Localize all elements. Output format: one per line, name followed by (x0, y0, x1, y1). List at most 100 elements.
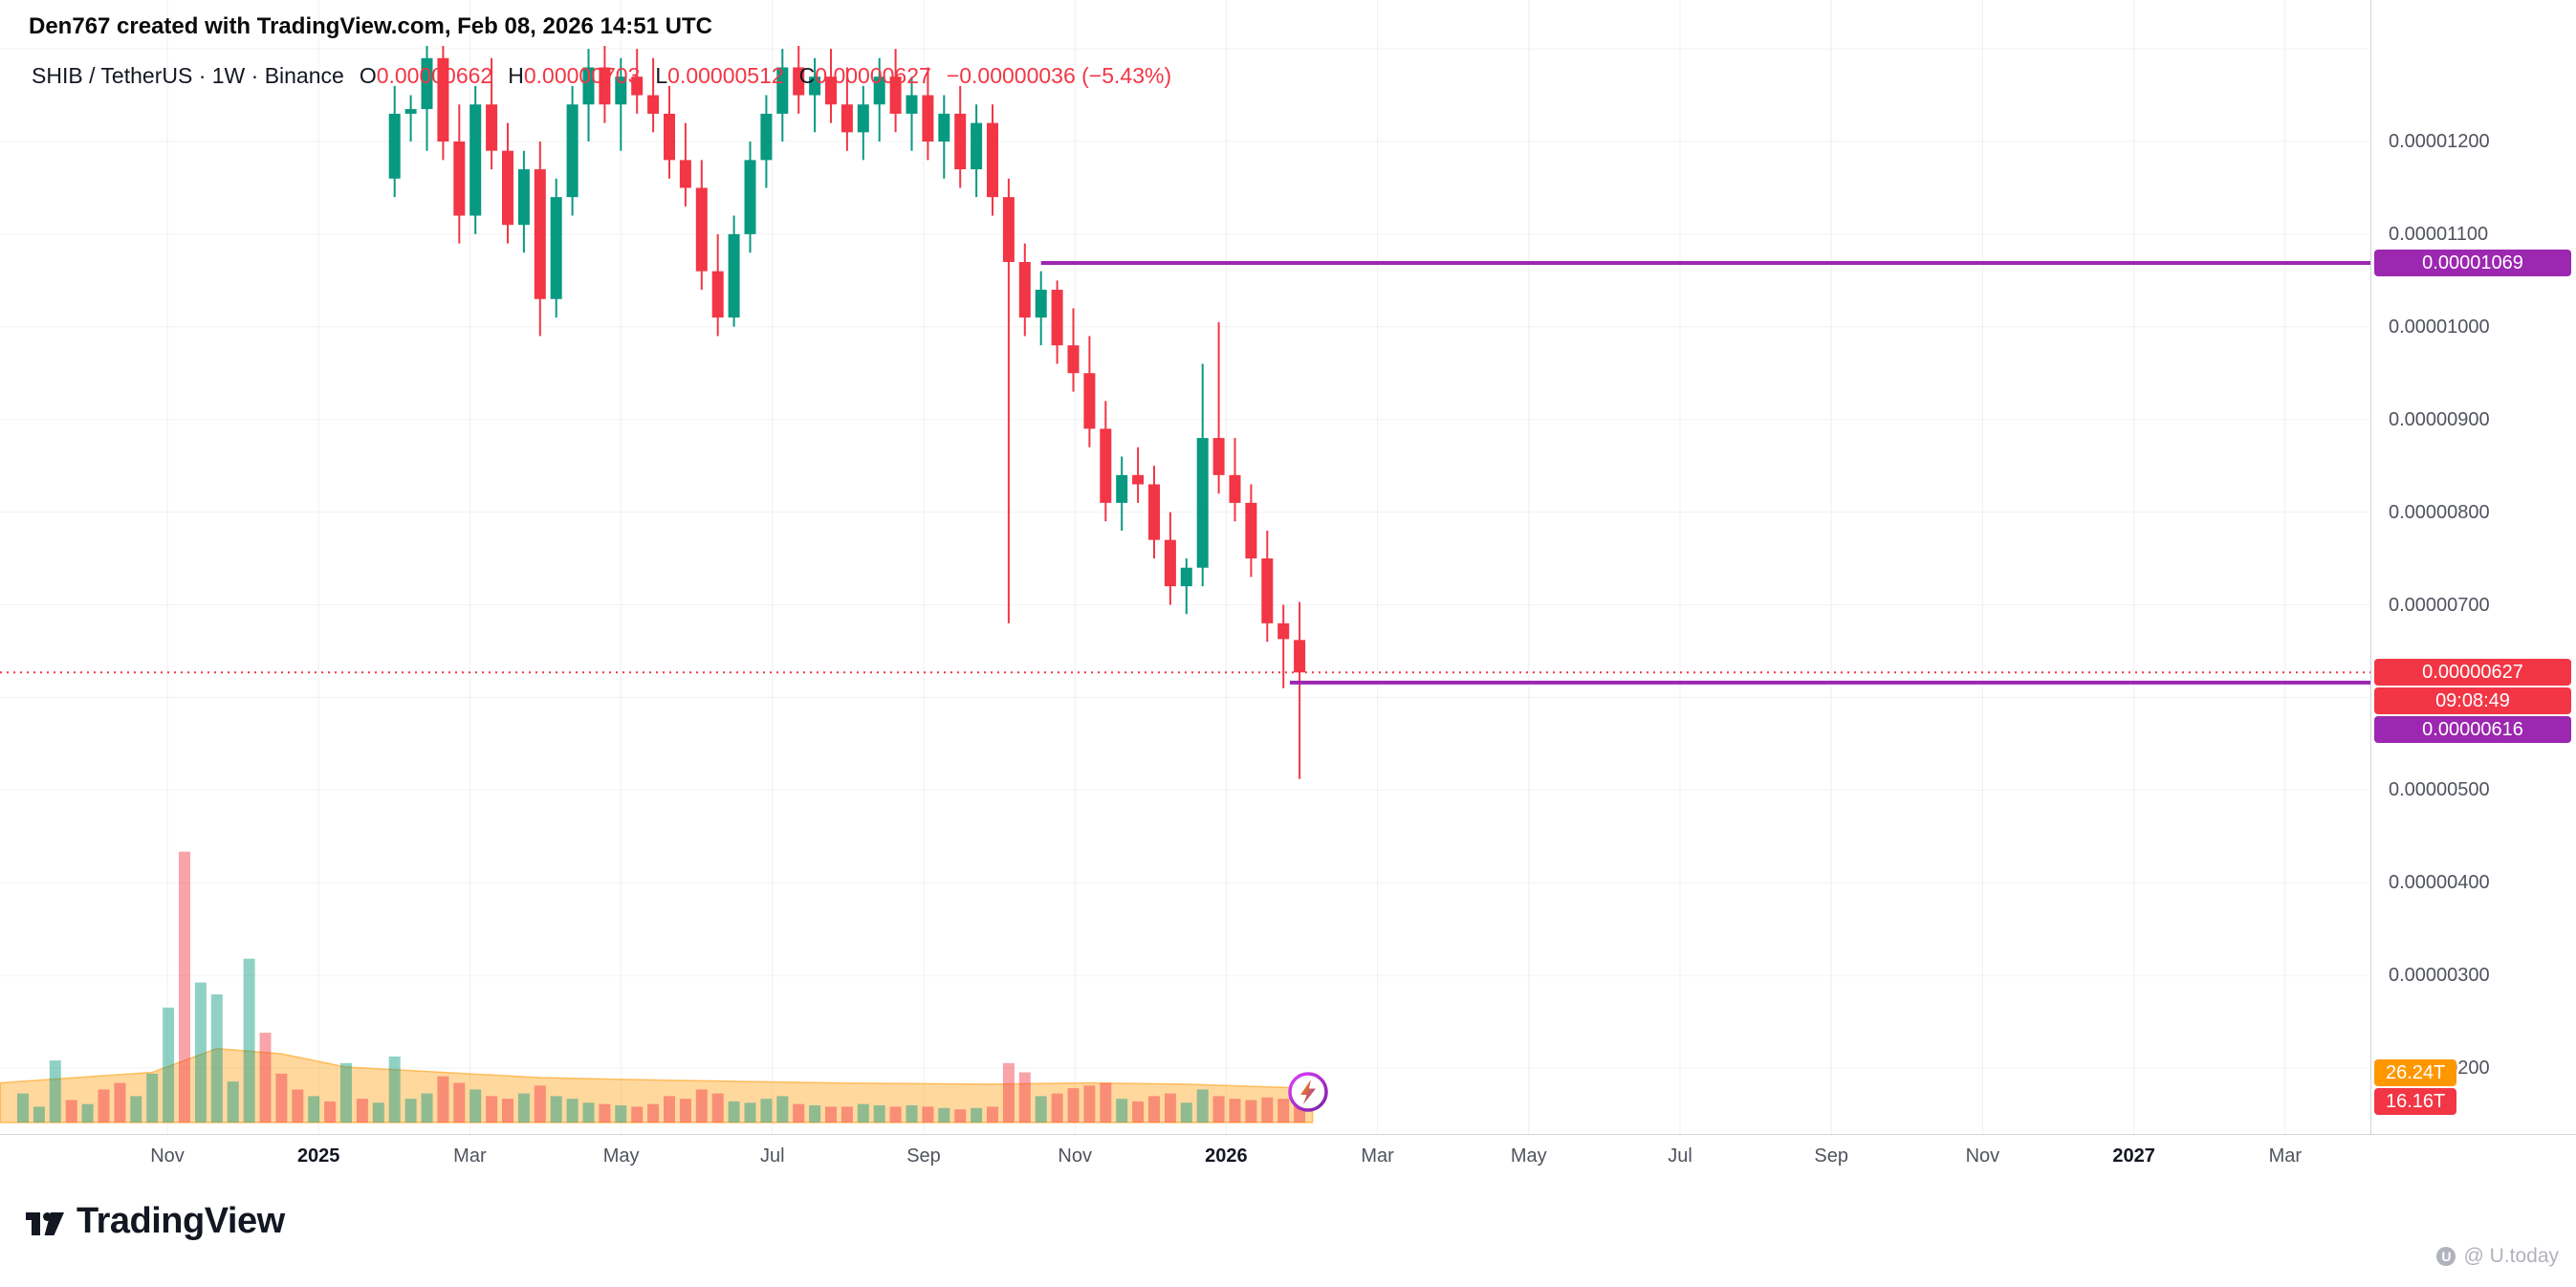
volume-bar (647, 1103, 660, 1123)
volume-bar (98, 1089, 110, 1123)
volume-bar (922, 1106, 934, 1123)
volume-bar (954, 1109, 967, 1123)
utoday-logo-icon: U (2436, 1247, 2456, 1266)
candle-body (404, 109, 417, 114)
symbol-title[interactable]: SHIB / TetherUS · 1W · Binance (32, 63, 344, 88)
volume-bar (502, 1099, 513, 1123)
volume-bar (728, 1101, 740, 1123)
volume-bar (356, 1099, 368, 1123)
volume-bar (163, 1007, 175, 1123)
candle-body (987, 122, 998, 198)
candle-body (517, 169, 530, 226)
volume-bar (275, 1073, 288, 1123)
volume-bar (1002, 1062, 1015, 1123)
volume-bar (1067, 1088, 1080, 1123)
plot-svg[interactable] (0, 0, 2370, 1134)
candle-body (550, 197, 562, 299)
volume-bar (340, 1062, 352, 1123)
candle-body (793, 67, 805, 96)
time-tick-month: Nov (150, 1145, 185, 1167)
price-tick: 0.00001000 (2389, 316, 2490, 338)
time-tick-month: May (1510, 1145, 1547, 1167)
volume-bar (388, 1056, 401, 1123)
candle-body (1180, 567, 1192, 587)
candle-body (1245, 502, 1257, 559)
volume-bar (81, 1103, 94, 1123)
ohlc-close-value: 0.00000627 (815, 63, 931, 88)
candle-body (1002, 197, 1015, 262)
time-tick-month: Jul (760, 1145, 785, 1167)
volume-bar (873, 1105, 885, 1123)
volume-bar (1164, 1093, 1176, 1123)
price-change: −0.00000036 (−5.43%) (946, 63, 1172, 88)
volume-bar (987, 1106, 998, 1123)
candle-body (889, 76, 902, 114)
candle-body (760, 113, 773, 161)
volume-bar (695, 1089, 708, 1123)
volume-bar (1083, 1085, 1096, 1123)
price-tick: 0.00001100 (2389, 223, 2489, 245)
volume-bar (114, 1082, 126, 1123)
volume-bar (809, 1105, 821, 1123)
candle-body (1132, 474, 1145, 485)
volume-bar (631, 1106, 644, 1123)
volume-bar (938, 1107, 950, 1123)
volume-bar (793, 1103, 805, 1123)
price-tick: 0.00000400 (2389, 872, 2490, 894)
volume-ma-label: 26.24T (2374, 1058, 2457, 1086)
candle-body (1229, 474, 1241, 503)
volume-bar (33, 1106, 45, 1123)
grid-layer (0, 0, 2370, 1134)
candle-body (1212, 438, 1225, 475)
volume-bar (308, 1096, 320, 1123)
volume-bar (744, 1102, 756, 1123)
ohlc-low-value: 0.00000512 (667, 63, 784, 88)
price-axis[interactable]: 0.00001200 0.00001100 0.00001000 0.00000900… (2370, 0, 2576, 1134)
volume-bar (1132, 1101, 1145, 1123)
current-price-label: 0.00000627 (2374, 659, 2571, 687)
time-tick-month: Nov (1965, 1145, 2000, 1167)
candle-body (1083, 373, 1096, 429)
volume-bar (1261, 1097, 1274, 1123)
volume-bar (65, 1100, 77, 1123)
candle-body (711, 271, 724, 318)
level-price-label-616: 0.00000616 (2374, 716, 2571, 744)
tradingview-logo-icon (26, 1211, 64, 1235)
volume-bar (1148, 1096, 1160, 1123)
volume-bar (372, 1102, 384, 1123)
time-tick-month: Sep (1814, 1145, 1848, 1167)
candle-body (679, 160, 691, 188)
volume-bar (615, 1105, 627, 1123)
candle-body (906, 95, 918, 114)
time-tick-year: 2025 (296, 1145, 340, 1167)
flash-event-icon[interactable] (1285, 1069, 1331, 1115)
time-tick-year: 2027 (2112, 1145, 2155, 1167)
time-tick-month: Mar (453, 1145, 487, 1167)
candle-body (1100, 428, 1112, 503)
candle-body (728, 233, 740, 318)
tradingview-logo[interactable]: TradingView (25, 1201, 285, 1242)
volume-bar (469, 1089, 482, 1123)
time-tick-month: Mar (1361, 1145, 1394, 1167)
candle-body (502, 150, 513, 226)
candle-body (1051, 290, 1063, 346)
volume-value-label: 16.16T (2374, 1087, 2457, 1115)
time-axis[interactable]: Nov 2025 Mar May Jul Sep Nov 2026 Mar May Jul Sep No… (0, 1134, 2576, 1178)
utoday-watermark-text: @ U.today (2463, 1245, 2559, 1267)
volume-bar (599, 1103, 611, 1123)
candle-body (1294, 640, 1306, 673)
volume-bar (760, 1099, 773, 1123)
candle-body (486, 104, 498, 151)
volume-bar (1180, 1102, 1192, 1123)
candle-body (744, 160, 756, 234)
volume-bar (227, 1081, 239, 1123)
ohlc-open-key: O (359, 63, 377, 88)
price-tick: 0.00000300 (2389, 965, 2490, 987)
candle-body (599, 67, 611, 105)
price-tick: 0.00000500 (2389, 779, 2490, 801)
candle-body (631, 76, 644, 96)
candle-body (534, 169, 546, 299)
volume-bar (1245, 1100, 1257, 1123)
candle-body (840, 104, 853, 133)
price-tick: 0.00000700 (2389, 594, 2490, 616)
